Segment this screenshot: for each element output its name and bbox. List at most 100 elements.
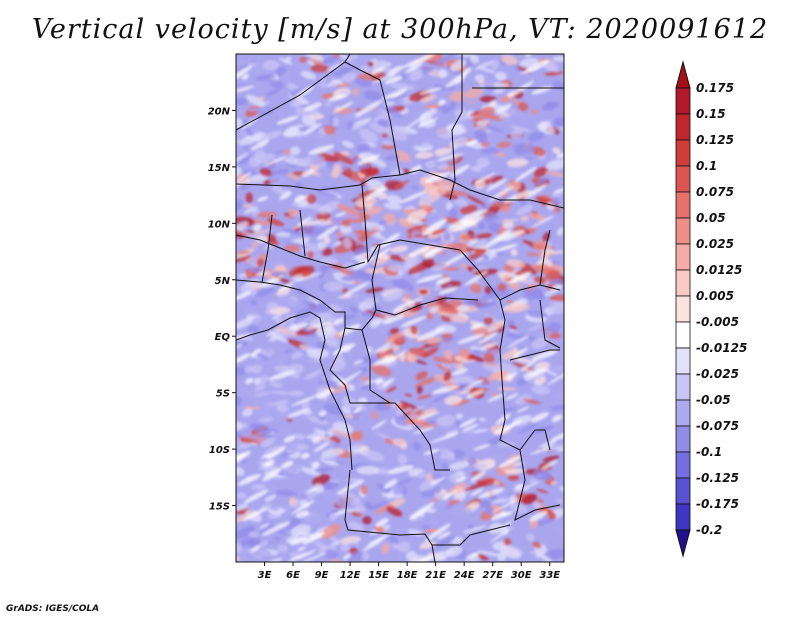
field-blob	[532, 381, 542, 386]
field-blob	[362, 450, 385, 462]
field-blob	[450, 242, 472, 254]
field-streak	[520, 67, 541, 74]
field-streak	[326, 62, 343, 72]
field-blob	[443, 349, 452, 359]
field-streak	[236, 172, 252, 182]
colorbar-label: 0.0125	[696, 263, 742, 277]
field-blob	[550, 337, 564, 343]
field-blob	[457, 304, 470, 312]
field-blob	[342, 140, 354, 149]
field-blob	[414, 377, 436, 388]
field-blob	[315, 326, 338, 338]
field-blob	[289, 496, 297, 506]
field-streak	[470, 322, 484, 330]
field-blob	[503, 222, 513, 229]
field-blob	[357, 72, 377, 80]
field-blob	[246, 107, 270, 112]
field-blob	[331, 79, 343, 85]
country-borders	[236, 54, 564, 562]
field-blob	[236, 227, 251, 239]
field-streak	[430, 433, 458, 443]
field-blob	[343, 333, 353, 340]
field-blob	[330, 359, 346, 372]
field-streak	[513, 347, 529, 358]
field-blob	[427, 185, 452, 196]
field-blob	[282, 71, 291, 82]
field-blob	[527, 310, 548, 318]
field-blob	[242, 408, 253, 417]
field-blob	[323, 459, 338, 466]
map-panel	[236, 54, 564, 562]
field-blob	[391, 125, 409, 133]
field-streak	[374, 377, 384, 384]
field-blob	[483, 79, 494, 87]
field-blob	[481, 203, 488, 211]
field-streak	[250, 139, 270, 151]
field-blob	[542, 444, 564, 452]
field-blob	[468, 379, 483, 385]
field-blob	[341, 406, 352, 414]
field-blob	[479, 95, 497, 103]
field-streak	[495, 413, 511, 425]
field-blob	[424, 159, 436, 169]
field-blob	[482, 363, 499, 372]
field-blob	[348, 384, 356, 392]
field-blob	[360, 384, 372, 390]
field-blob	[510, 248, 518, 257]
field-blob	[371, 214, 379, 222]
colorbar-label: 0.125	[696, 133, 734, 147]
field-blob	[392, 487, 404, 496]
field-streak	[455, 477, 468, 483]
field-streak	[466, 552, 480, 559]
field-blob	[527, 131, 545, 142]
field-blob	[417, 297, 439, 306]
field-blob	[471, 327, 493, 338]
field-blob	[236, 503, 249, 511]
field-blob	[295, 107, 320, 117]
field-blob	[464, 482, 487, 491]
field-blob	[265, 404, 288, 417]
field-blob	[397, 454, 408, 465]
field-streak	[236, 333, 253, 342]
field-blob	[533, 501, 542, 511]
field-blob	[305, 433, 325, 440]
field-blob	[520, 215, 529, 222]
field-blob	[239, 430, 260, 442]
field-blob	[552, 56, 564, 62]
field-blob	[410, 325, 418, 335]
map-title: Vertical velocity [m/s] at 300hPa, VT: 2…	[31, 14, 769, 45]
field-blob	[277, 107, 285, 119]
field-streak	[353, 406, 362, 414]
field-blob	[242, 389, 251, 397]
field-blob	[392, 438, 407, 447]
lon-tick-label: 24E	[454, 570, 475, 581]
field-streak	[485, 229, 512, 248]
field-blob	[479, 147, 502, 155]
field-blob	[436, 164, 449, 171]
field-blob	[460, 204, 478, 215]
field-blob	[299, 130, 316, 142]
field-blob	[516, 204, 533, 216]
field-streak	[546, 370, 564, 386]
field-streak	[236, 343, 243, 349]
field-blob	[315, 189, 338, 198]
field-blob	[476, 120, 490, 126]
field-blob	[296, 158, 303, 167]
field-blob	[425, 443, 439, 448]
field-streak	[375, 247, 392, 259]
field-blob	[550, 404, 564, 411]
field-blob	[435, 363, 452, 372]
field-blob	[302, 225, 326, 236]
field-blob	[377, 119, 389, 127]
field-streak	[476, 257, 484, 262]
colorbar-swatch	[675, 139, 691, 167]
field-blob	[439, 306, 459, 315]
colorbar-swatch	[675, 347, 691, 375]
field-streak	[293, 216, 312, 230]
field-blob	[306, 194, 317, 205]
field-blob	[289, 390, 304, 397]
field-streak	[316, 225, 338, 241]
field-blob	[325, 304, 342, 313]
field-blob	[509, 325, 518, 330]
